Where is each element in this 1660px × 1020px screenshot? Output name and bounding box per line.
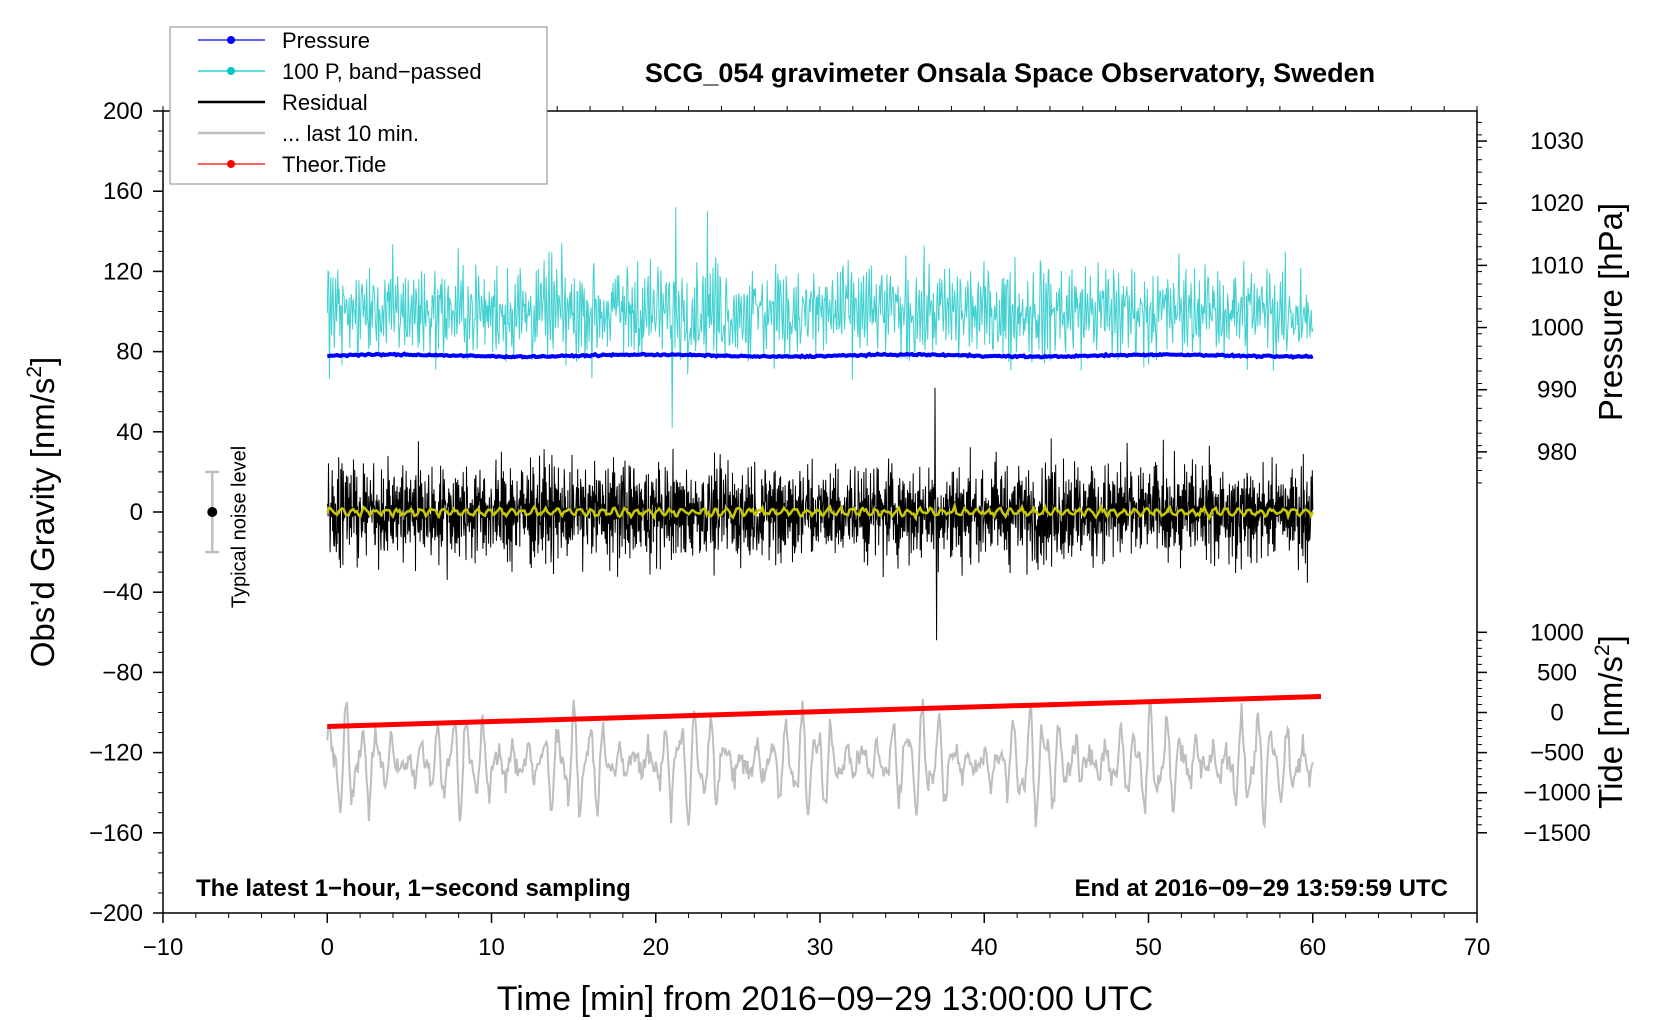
x-tick-label: 70 — [1464, 934, 1491, 961]
x-tick-label: −10 — [143, 934, 184, 961]
tide-tick-label: 1000 — [1530, 619, 1583, 646]
series-residual-smoothed — [326, 501, 1314, 522]
y-tick-label: 40 — [116, 419, 143, 446]
noise-center-dot — [207, 507, 218, 517]
series-layer — [326, 207, 1322, 830]
y-axis-label-tide-sup: 2 — [1591, 644, 1614, 656]
y-axis-label-left-main: Obs’d Gravity [nm/s — [24, 378, 61, 668]
y-tick-label: 80 — [116, 339, 143, 366]
x-tick-label: 40 — [971, 934, 998, 961]
series-last-10-min — [326, 698, 1314, 830]
pressure-tick-label: 1020 — [1530, 190, 1583, 217]
legend-swatch-marker — [227, 67, 235, 75]
legend-swatch-marker — [227, 36, 235, 44]
y-axis-label-left-sup: 2 — [23, 366, 46, 378]
x-tick-label: 50 — [1135, 934, 1162, 961]
y-tick-label: −40 — [102, 579, 143, 606]
y-tick-label: −160 — [89, 820, 143, 847]
ticks-layer: −10 0 10 20 30 40 50 60 70−200−160−120−80−400408… — [89, 98, 1591, 961]
tide-tick-label: −1500 — [1523, 820, 1590, 847]
noise-indicator: Typical noise level — [205, 446, 250, 608]
y-axis-label-pressure: Pressure [hPa] — [1592, 203, 1629, 421]
series-theor-tide — [327, 693, 1322, 730]
y-tick-label: 160 — [103, 178, 143, 205]
x-tick-label: 0 — [321, 934, 334, 961]
legend-label: Residual — [282, 90, 368, 115]
pressure-tick-label: 1010 — [1530, 252, 1583, 279]
y-axis-label-tide-main: Tide [nm/s — [1592, 656, 1629, 809]
pressure-tick-label: 980 — [1537, 439, 1577, 466]
x-tick-label: 20 — [642, 934, 669, 961]
legend-swatch-marker — [227, 160, 235, 168]
x-tick-label: 30 — [807, 934, 834, 961]
x-tick-label: 10 — [478, 934, 505, 961]
x-tick-label: 60 — [1299, 934, 1326, 961]
y-axis-label-tide-close: ] — [1592, 635, 1629, 644]
y-tick-label: 0 — [130, 499, 143, 526]
chart-title: SCG_054 gravimeter Onsala Space Observat… — [645, 58, 1375, 88]
legend-label: Theor.Tide — [282, 152, 386, 177]
y-axis-label-left-close: ] — [24, 357, 61, 366]
series-pressure — [327, 351, 1314, 360]
y-axis-label-left: Obs’d Gravity [nm/s2] — [23, 357, 61, 668]
legend-box — [169, 26, 548, 185]
pressure-tick-label: 990 — [1537, 377, 1577, 404]
annotation-bottom-left: The latest 1−hour, 1−second sampling — [196, 875, 631, 902]
y-tick-label: −120 — [89, 740, 143, 767]
legend-label: ... last 10 min. — [282, 121, 419, 146]
tide-tick-label: 500 — [1537, 659, 1577, 686]
legend-label: 100 P, band−passed — [282, 59, 482, 84]
y-axis-label-tide: Tide [nm/s2] — [1591, 635, 1629, 809]
pressure-tick-label: 1030 — [1530, 128, 1583, 155]
y-tick-label: 200 — [103, 98, 143, 125]
y-tick-label: 120 — [103, 258, 143, 285]
tide-tick-label: −500 — [1530, 740, 1584, 767]
x-axis-label: Time [min] from 2016−09−29 13:00:00 UTC — [497, 980, 1153, 1018]
pressure-tick-label: 1000 — [1530, 315, 1583, 342]
annotation-bottom-right: End at 2016−09−29 13:59:59 UTC — [1074, 875, 1448, 902]
y-tick-label: −200 — [89, 900, 143, 927]
legend-label: Pressure — [282, 28, 370, 53]
tide-tick-label: −1000 — [1523, 780, 1590, 807]
series-residual — [326, 387, 1314, 641]
noise-label: Typical noise level — [228, 446, 250, 608]
y-tick-label: −80 — [102, 659, 143, 686]
tide-tick-label: 0 — [1550, 700, 1563, 727]
legend: Pressure 100 P, band−passed Residual ... la… — [169, 26, 548, 185]
